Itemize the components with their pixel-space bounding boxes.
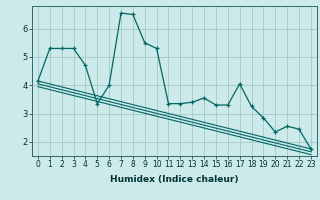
X-axis label: Humidex (Indice chaleur): Humidex (Indice chaleur) [110, 175, 239, 184]
